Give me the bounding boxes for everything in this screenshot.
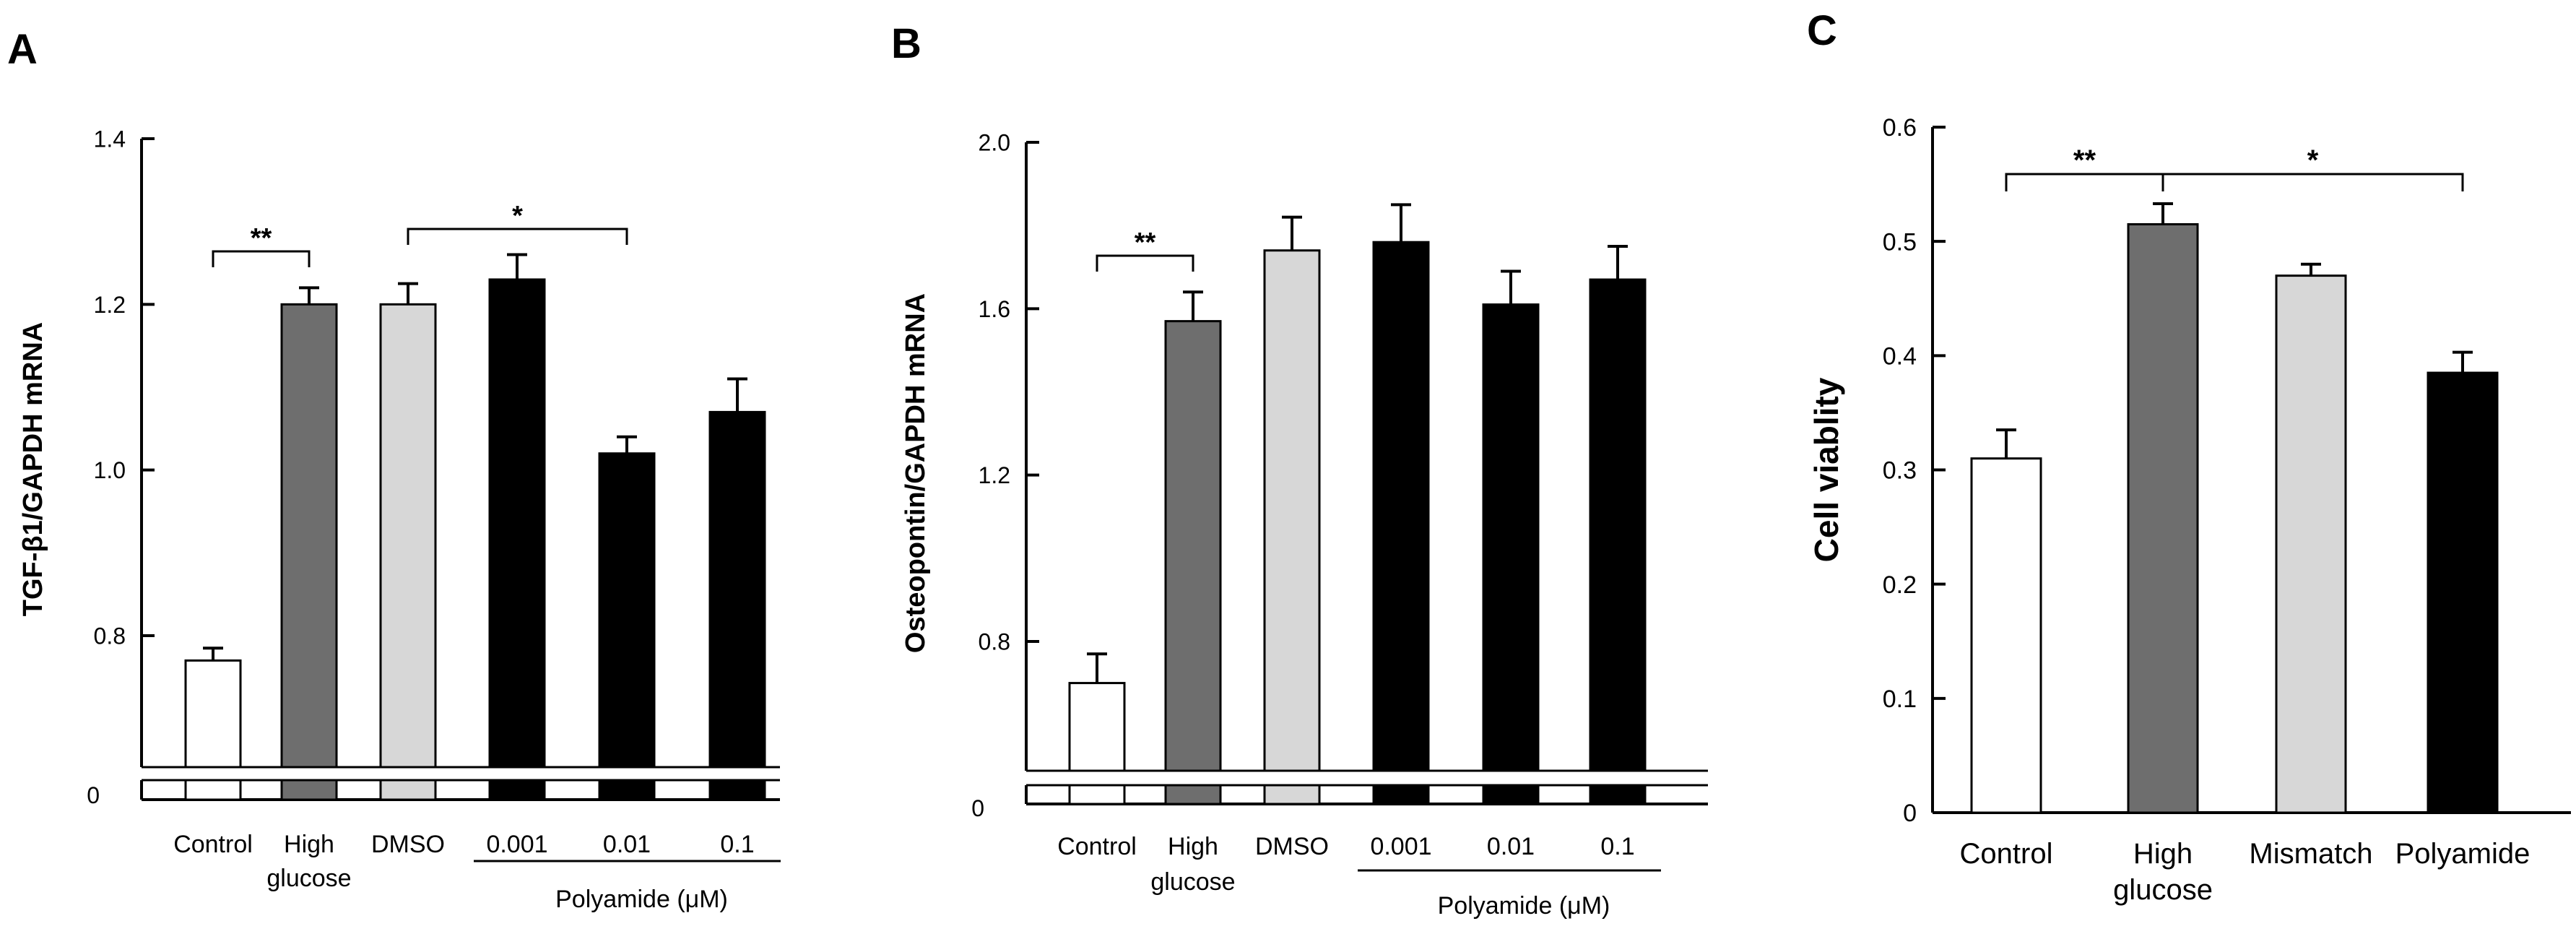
x-category-label: High bbox=[284, 831, 334, 858]
bar bbox=[1372, 241, 1430, 772]
x-category-label: glucose bbox=[2113, 874, 2213, 906]
bar-below-break bbox=[1589, 784, 1647, 805]
y-tick-label: 1.6 bbox=[979, 296, 1010, 322]
significance-bracket bbox=[407, 228, 628, 245]
x-category-label: Polyamide bbox=[2395, 838, 2531, 870]
x-category-label: glucose bbox=[266, 865, 351, 892]
bar bbox=[1068, 682, 1126, 772]
x-category-label: Control bbox=[1057, 833, 1137, 860]
bar-below-break bbox=[379, 779, 437, 801]
significance-label: * bbox=[512, 201, 523, 231]
bar bbox=[1164, 320, 1222, 772]
panel-c: 0 0.1 0.2 0.3 0.4 0.5 0.6 Control High glucose Mis… bbox=[1808, 114, 2571, 906]
x-category-label: Control bbox=[173, 831, 253, 858]
bar bbox=[2275, 274, 2347, 814]
bar bbox=[598, 452, 656, 769]
y-tick-label: 0 bbox=[1903, 800, 1917, 827]
y-tick-label: 1.0 bbox=[94, 457, 126, 483]
y-tick-label: 1.2 bbox=[94, 292, 126, 318]
bar bbox=[1482, 303, 1540, 772]
bar bbox=[379, 303, 437, 769]
y-axis-label: Osteopontin/GAPDH mRNA bbox=[901, 293, 931, 653]
significance-label: ** bbox=[2073, 144, 2096, 176]
bar-below-break bbox=[1068, 784, 1126, 805]
y-tick-label: 0.6 bbox=[1883, 114, 1917, 142]
bar-below-break bbox=[1164, 784, 1222, 805]
bar bbox=[1970, 457, 2042, 814]
bar bbox=[2127, 222, 2199, 814]
bar-below-break bbox=[598, 779, 656, 801]
bar bbox=[488, 278, 546, 769]
significance-label: ** bbox=[1135, 228, 1156, 258]
y-tick-label: 1.2 bbox=[979, 462, 1010, 488]
bar-below-break bbox=[1482, 784, 1540, 805]
y-tick-label: 0.8 bbox=[94, 623, 126, 649]
x-category-label: 0.001 bbox=[486, 831, 547, 858]
bar bbox=[184, 659, 242, 769]
x-category-label: Mismatch bbox=[2249, 838, 2372, 870]
bar-below-break bbox=[1372, 784, 1430, 805]
y-zero-label: 0 bbox=[971, 795, 984, 821]
x-category-label: 0.1 bbox=[720, 831, 754, 858]
y-tick-label: 0.8 bbox=[979, 629, 1010, 655]
x-category-label: glucose bbox=[1150, 868, 1235, 896]
x-category-label: DMSO bbox=[371, 831, 445, 858]
bar-below-break bbox=[708, 779, 766, 801]
bar bbox=[1263, 249, 1321, 772]
bar-below-break bbox=[488, 779, 546, 801]
y-tick-label: 0.1 bbox=[1883, 686, 1917, 713]
x-category-label: 0.1 bbox=[1600, 833, 1634, 860]
panel-letter-a: A bbox=[7, 26, 38, 73]
group-label: Polyamide (μM) bbox=[1438, 892, 1610, 920]
significance-label: ** bbox=[251, 223, 272, 254]
panel-a: 0.8 1.0 1.2 1.4 0 Control High glucose DMSO 0.001… bbox=[18, 126, 781, 913]
bar bbox=[1589, 278, 1647, 772]
y-zero-label: 0 bbox=[87, 782, 100, 808]
x-category-label: DMSO bbox=[1255, 833, 1329, 860]
y-tick-label: 1.4 bbox=[94, 126, 126, 152]
x-category-label: 0.001 bbox=[1370, 833, 1431, 860]
x-category-label: 0.01 bbox=[603, 831, 651, 858]
significance-label: * bbox=[2307, 144, 2319, 176]
significance-bracket bbox=[2005, 173, 2164, 191]
bar bbox=[280, 303, 338, 769]
significance-bracket bbox=[212, 250, 311, 267]
bar-below-break bbox=[1263, 784, 1321, 805]
x-category-label: Control bbox=[1960, 838, 2053, 870]
bar-below-break bbox=[184, 779, 242, 801]
significance-bracket bbox=[2161, 173, 2464, 191]
bar-below-break bbox=[280, 779, 338, 801]
y-axis-label: Cell viablity bbox=[1808, 377, 1845, 562]
y-tick-label: 0.5 bbox=[1883, 228, 1917, 256]
x-category-label: 0.01 bbox=[1487, 833, 1535, 860]
panel-letter-c: C bbox=[1807, 7, 1837, 54]
y-tick-label: 0.2 bbox=[1883, 571, 1917, 599]
y-tick-label: 2.0 bbox=[979, 130, 1010, 156]
group-label: Polyamide (μM) bbox=[555, 886, 728, 913]
y-tick-label: 0.3 bbox=[1883, 457, 1917, 485]
x-category-label: High bbox=[2133, 838, 2193, 870]
y-tick-label: 0.4 bbox=[1883, 343, 1917, 371]
significance-bracket bbox=[1096, 254, 1194, 272]
y-axis-label: TGF-β1/GAPDH mRNA bbox=[18, 322, 48, 616]
panel-letter-b: B bbox=[891, 20, 921, 67]
x-category-label: High bbox=[1168, 833, 1218, 860]
bar bbox=[2427, 371, 2499, 814]
bar bbox=[708, 410, 766, 769]
panel-b: 0.8 1.2 1.6 2.0 0 Control High glucose DMSO 0.001… bbox=[901, 130, 1708, 920]
